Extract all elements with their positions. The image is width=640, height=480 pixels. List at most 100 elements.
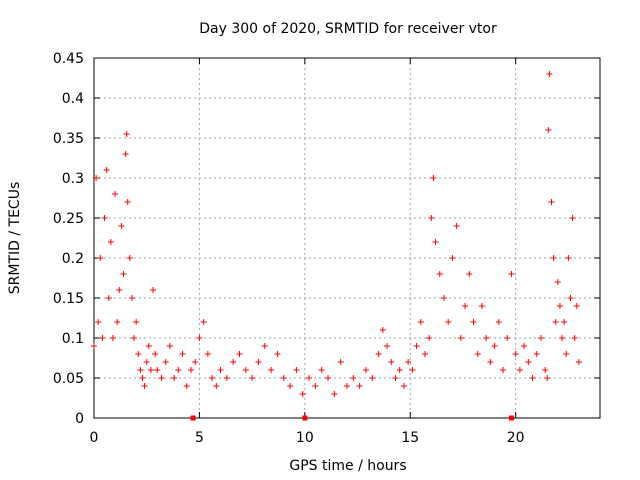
y-tick-label: 0 [75,411,84,427]
data-point [571,335,578,341]
data-point [512,351,519,357]
data-point [204,351,211,357]
data-point [521,343,528,349]
series-points [91,71,582,397]
data-point [375,351,382,357]
data-point [93,175,100,181]
data-point [449,255,456,261]
data-point [299,391,306,397]
data-point [192,359,199,365]
data-point [567,295,574,301]
data-point [97,255,104,261]
data-point [143,359,150,365]
data-point [318,367,325,373]
data-point [230,359,237,365]
data-point [474,351,481,357]
data-point [112,191,119,197]
data-point [554,279,561,285]
data-point [422,351,429,357]
y-tick-label: 0.2 [62,251,84,267]
axis-marker [190,415,196,421]
y-tick-label: 0.05 [53,371,84,387]
data-point [209,375,216,381]
data-point [162,359,169,365]
data-point [126,255,133,261]
data-point [139,375,146,381]
data-point [131,335,138,341]
x-tick-label: 20 [507,430,525,446]
data-point [166,343,173,349]
data-point [356,383,363,389]
axis-markers [190,415,514,421]
data-point [124,199,131,205]
data-point [118,223,125,229]
axis-marker [508,415,514,421]
data-point [141,383,148,389]
data-point [529,375,536,381]
data-point [369,375,376,381]
data-point [154,367,161,373]
data-point [409,367,416,373]
data-point [101,215,108,221]
data-point [223,375,230,381]
data-point [103,167,110,173]
data-point [563,351,570,357]
x-tick-label: 10 [296,430,314,446]
data-point [508,271,515,277]
data-point [426,335,433,341]
data-point [171,375,178,381]
data-point [179,351,186,357]
data-point [137,367,144,373]
data-point [91,343,97,349]
data-point [158,375,165,381]
data-point [312,383,319,389]
data-point [559,335,566,341]
data-point [255,359,262,365]
data-point [552,319,559,325]
data-point [470,319,477,325]
data-point [445,319,452,325]
data-point [145,343,152,349]
data-point [122,151,129,157]
data-point [152,351,159,357]
data-point [400,383,407,389]
data-point [114,319,121,325]
data-point [478,303,485,309]
data-point [236,351,243,357]
data-point [105,295,112,301]
data-point [128,295,135,301]
data-point [350,375,357,381]
y-tick-label: 0.35 [53,131,84,147]
y-tick-label: 0.45 [53,51,84,67]
data-point [213,383,220,389]
x-tick-label: 5 [195,430,204,446]
data-point [556,303,563,309]
data-point [462,303,469,309]
grid [94,58,600,418]
data-point [293,367,300,373]
y-tick-label: 0.25 [53,211,84,227]
data-point [550,255,557,261]
x-tick-label: 0 [90,430,99,446]
data-point [516,367,523,373]
data-point [491,343,498,349]
data-point [548,199,555,205]
data-point [392,375,399,381]
data-point [183,383,190,389]
data-point [436,271,443,277]
data-point [200,319,207,325]
data-point [268,367,275,373]
data-point [545,127,552,133]
data-point [405,359,412,365]
data-point [573,303,580,309]
data-point [413,343,420,349]
data-point [457,335,464,341]
data-point [388,359,395,365]
data-point [95,319,102,325]
data-point [344,383,350,389]
data-point [504,335,511,341]
data-point [99,335,106,341]
data-point [331,391,338,397]
